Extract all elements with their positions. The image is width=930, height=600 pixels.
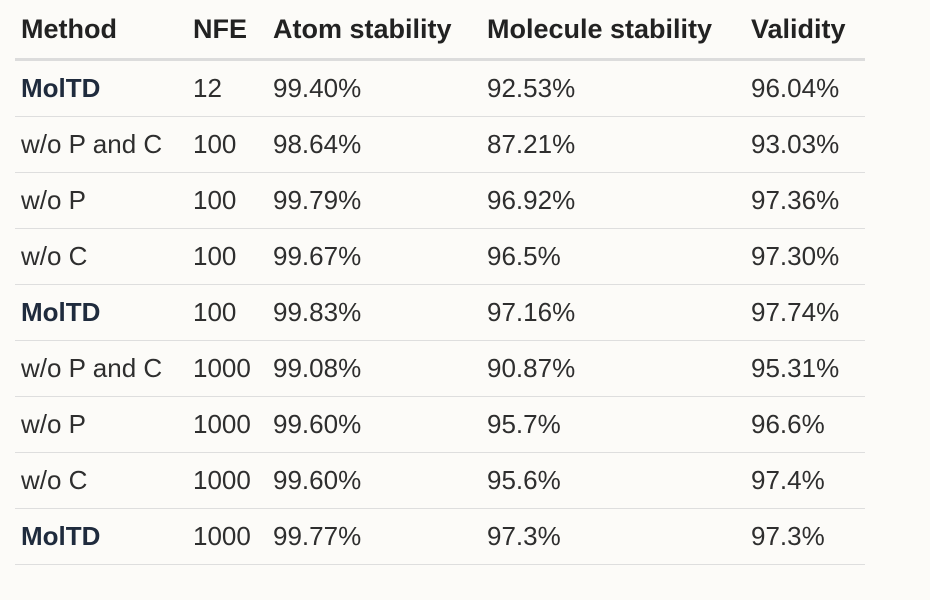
table-row: MolTD 12 99.40% 92.53% 96.04%: [15, 59, 865, 117]
atom-stability-cell: 99.60%: [267, 452, 481, 509]
atom-stability-cell: 98.64%: [267, 116, 481, 173]
method-cell: w/o C: [15, 452, 187, 509]
molecule-stability-cell: 95.6%: [481, 452, 745, 509]
atom-stability-cell: 99.79%: [267, 172, 481, 229]
method-cell: w/o C: [15, 228, 187, 285]
molecule-stability-cell: 87.21%: [481, 116, 745, 173]
table-row: MolTD 100 99.83% 97.16% 97.74%: [15, 284, 865, 341]
validity-cell: 97.3%: [745, 508, 865, 565]
atom-stability-cell: 99.60%: [267, 396, 481, 453]
molecule-stability-cell: 97.3%: [481, 508, 745, 565]
header-molecule-stability: Molecule stability: [481, 0, 745, 61]
results-table: Method NFE Atom stability Molecule stabi…: [15, 0, 865, 565]
molecule-stability-cell: 96.92%: [481, 172, 745, 229]
method-cell: w/o P: [15, 172, 187, 229]
atom-stability-cell: 99.83%: [267, 284, 481, 341]
atom-stability-cell: 99.40%: [267, 59, 481, 117]
method-cell: MolTD: [15, 59, 187, 117]
molecule-stability-cell: 92.53%: [481, 59, 745, 117]
nfe-cell: 100: [187, 116, 267, 173]
atom-stability-cell: 99.08%: [267, 340, 481, 397]
table-row: MolTD 1000 99.77% 97.3% 97.3%: [15, 508, 865, 565]
results-table-container: Method NFE Atom stability Molecule stabi…: [15, 0, 865, 565]
nfe-cell: 1000: [187, 396, 267, 453]
validity-cell: 97.74%: [745, 284, 865, 341]
nfe-cell: 100: [187, 172, 267, 229]
table-row: w/o P and C 1000 99.08% 90.87% 95.31%: [15, 340, 865, 397]
table-row: w/o P 100 99.79% 96.92% 97.36%: [15, 172, 865, 229]
table-row: w/o C 100 99.67% 96.5% 97.30%: [15, 228, 865, 285]
nfe-cell: 12: [187, 59, 267, 117]
atom-stability-cell: 99.77%: [267, 508, 481, 565]
header-validity: Validity: [745, 0, 865, 61]
validity-cell: 96.04%: [745, 59, 865, 117]
molecule-stability-cell: 96.5%: [481, 228, 745, 285]
header-nfe: NFE: [187, 0, 267, 61]
header-atom-stability: Atom stability: [267, 0, 481, 61]
molecule-stability-cell: 95.7%: [481, 396, 745, 453]
method-cell: w/o P and C: [15, 116, 187, 173]
method-cell: w/o P: [15, 396, 187, 453]
table-row: w/o P and C 100 98.64% 87.21% 93.03%: [15, 116, 865, 173]
validity-cell: 97.30%: [745, 228, 865, 285]
validity-cell: 97.36%: [745, 172, 865, 229]
method-cell: w/o P and C: [15, 340, 187, 397]
validity-cell: 97.4%: [745, 452, 865, 509]
table-header-row: Method NFE Atom stability Molecule stabi…: [15, 0, 865, 61]
molecule-stability-cell: 97.16%: [481, 284, 745, 341]
table-body: MolTD 12 99.40% 92.53% 96.04% w/o P and C 100 9…: [15, 59, 865, 565]
nfe-cell: 100: [187, 284, 267, 341]
nfe-cell: 1000: [187, 508, 267, 565]
validity-cell: 95.31%: [745, 340, 865, 397]
validity-cell: 93.03%: [745, 116, 865, 173]
nfe-cell: 1000: [187, 452, 267, 509]
atom-stability-cell: 99.67%: [267, 228, 481, 285]
nfe-cell: 100: [187, 228, 267, 285]
nfe-cell: 1000: [187, 340, 267, 397]
method-cell: MolTD: [15, 284, 187, 341]
validity-cell: 96.6%: [745, 396, 865, 453]
method-cell: MolTD: [15, 508, 187, 565]
table-row: w/o P 1000 99.60% 95.7% 96.6%: [15, 396, 865, 453]
table-row: w/o C 1000 99.60% 95.6% 97.4%: [15, 452, 865, 509]
molecule-stability-cell: 90.87%: [481, 340, 745, 397]
header-method: Method: [15, 0, 187, 61]
